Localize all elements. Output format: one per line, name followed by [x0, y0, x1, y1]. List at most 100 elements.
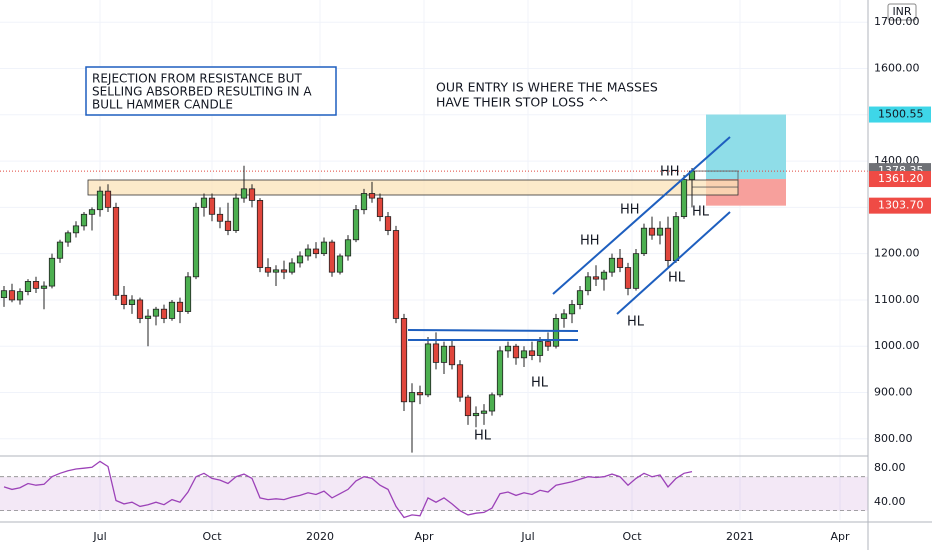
candle-body: [528, 350, 536, 356]
x-tick-label: Jul: [520, 530, 534, 543]
candle-body: [184, 276, 192, 312]
candle-body: [392, 230, 400, 319]
candle-body: [624, 267, 632, 289]
candle-body: [432, 343, 440, 363]
y-tick-label: 1700.00: [874, 15, 920, 28]
candle-body: [376, 197, 384, 218]
candle-body: [488, 394, 496, 412]
candle-body: [240, 188, 248, 199]
candle-body: [320, 241, 328, 255]
note-box: [85, 66, 337, 116]
candle-body: [224, 220, 232, 231]
candle-body: [328, 241, 336, 273]
candle-body: [424, 343, 432, 396]
swing-label: HH: [620, 203, 640, 218]
resistance-zone: [87, 179, 739, 196]
candle-body: [8, 290, 16, 301]
trend-lines: [407, 136, 731, 341]
x-tick-label: Apr: [830, 530, 850, 543]
candle-body: [560, 313, 568, 319]
candle-body: [640, 227, 648, 255]
price-tag-label: 1361.20: [878, 172, 924, 185]
candle-body: [552, 318, 560, 347]
candle-body: [120, 294, 128, 305]
range-upper: [407, 329, 579, 332]
candle-body: [616, 257, 624, 268]
swing-label: HH: [580, 234, 600, 249]
note-text: OUR ENTRY IS WHERE THE MASSES: [436, 80, 658, 95]
note-text: HAVE THEIR STOP LOSS ^^: [436, 95, 609, 110]
price-tag-label: 1303.70: [878, 199, 924, 212]
candle-body: [48, 257, 56, 287]
candle-body: [200, 197, 208, 208]
candle-body: [536, 341, 544, 356]
candle-body: [336, 255, 344, 273]
candle-body: [416, 392, 424, 396]
note-text: BULL HAMMER CANDLE: [92, 98, 233, 112]
y-tick-label: 900.00: [874, 386, 913, 399]
x-tick-label: Oct: [202, 530, 222, 543]
y-tick-label: 800.00: [874, 432, 913, 445]
price-tag: [869, 106, 931, 123]
candle-body: [568, 304, 576, 315]
x-tick-label: Jul: [92, 530, 106, 543]
candle-body: [400, 318, 408, 403]
candle-body: [520, 350, 528, 359]
candle-body: [256, 200, 264, 268]
candle-body: [144, 315, 152, 319]
candle-body: [232, 197, 240, 231]
rsi-tick-label: 40.00: [874, 495, 906, 508]
candle-body: [104, 190, 112, 208]
y-tick-label: 1000.00: [874, 339, 920, 352]
candle-body: [456, 364, 464, 398]
candle-body: [672, 216, 680, 261]
note-text: REJECTION FROM RESISTANCE BUT: [92, 72, 302, 86]
price-tag-label: 1500.55: [878, 108, 924, 121]
candle-body: [32, 281, 40, 289]
rsi-tick-label: 80.00: [874, 461, 906, 474]
candle-body: [344, 239, 352, 257]
currency-box: [887, 3, 917, 21]
candle-body: [352, 209, 360, 241]
candle-body: [496, 350, 504, 396]
candle-body: [16, 291, 24, 301]
candle-body: [632, 253, 640, 289]
candle-body: [664, 227, 672, 261]
candle-body: [128, 299, 136, 305]
swing-label: HL: [668, 271, 686, 286]
x-tick-label: Apr: [414, 530, 434, 543]
rsi-band: [0, 476, 868, 511]
candle-body: [24, 281, 32, 293]
candle-body: [384, 216, 392, 231]
candle-body: [504, 345, 512, 352]
candle-body: [216, 213, 224, 222]
candle-body: [368, 193, 376, 199]
candle-body: [440, 345, 448, 363]
candle-body: [96, 190, 104, 211]
candle-body: [88, 209, 96, 215]
note-text: SELLING ABSORBED RESULTING IN A: [92, 85, 312, 99]
candle-body: [288, 262, 296, 273]
swing-label: HH: [660, 165, 680, 180]
candle-body: [0, 290, 8, 299]
candle-body: [80, 213, 88, 227]
candle-body: [544, 341, 552, 347]
price-tag: [869, 197, 931, 214]
candle-body: [600, 271, 608, 280]
candle-body: [304, 248, 312, 257]
candle-body: [112, 206, 120, 296]
candle-body: [248, 188, 256, 201]
candle-body: [592, 276, 600, 280]
candle-body: [168, 301, 176, 319]
candle-body: [192, 206, 200, 278]
candle-body: [480, 410, 488, 414]
candle-body: [680, 179, 688, 218]
candle-body: [296, 255, 304, 264]
candle-body: [512, 345, 520, 359]
channel-upper: [552, 136, 731, 295]
candle-body: [472, 412, 480, 417]
channel-lower: [616, 211, 731, 315]
x-tick-label: Oct: [622, 530, 642, 543]
x-tick-label: 2021: [726, 530, 754, 543]
